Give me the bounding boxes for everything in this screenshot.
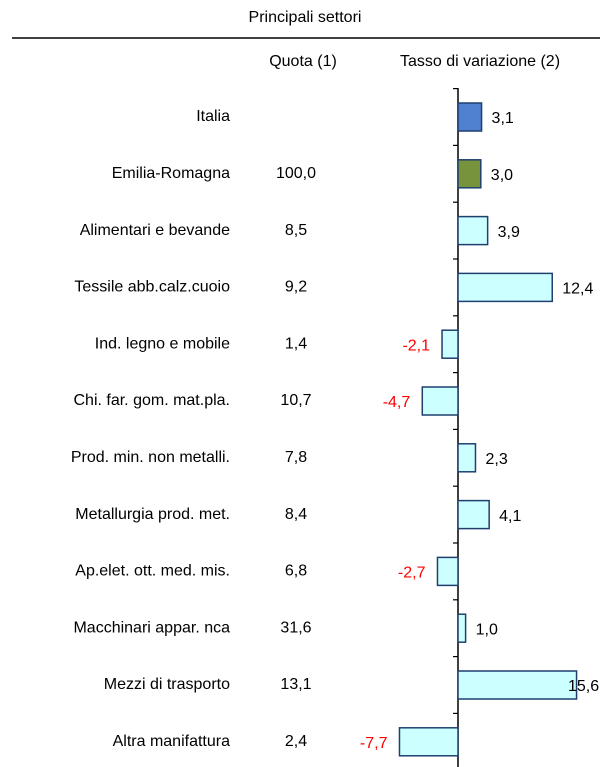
category-label: Altra manifattura <box>113 733 230 750</box>
quota-value: 31,6 <box>280 619 311 636</box>
category-label: Macchinari appar. nca <box>73 619 230 636</box>
bar <box>457 159 482 189</box>
value-label: -2,7 <box>398 565 426 582</box>
quota-value: 1,4 <box>285 335 307 352</box>
quota-value: 2,4 <box>285 733 307 750</box>
category-label: Mezzi di trasporto <box>104 676 230 693</box>
value-label: 2,3 <box>485 451 507 468</box>
value-label: -4,7 <box>383 394 411 411</box>
value-label: 3,1 <box>492 110 514 127</box>
category-label: Italia <box>196 108 230 125</box>
quota-value: 100,0 <box>276 165 316 182</box>
category-label: Chi. far. gom. mat.pla. <box>73 392 230 409</box>
bar <box>421 386 459 416</box>
value-label: 3,0 <box>491 167 513 184</box>
bar <box>457 670 578 700</box>
category-label: Alimentari e bevande <box>80 222 230 239</box>
value-label: 12,4 <box>562 281 593 298</box>
category-label: Metallurgia prod. met. <box>75 506 230 523</box>
bar <box>457 272 553 303</box>
bar <box>457 443 477 473</box>
value-label: 1,0 <box>476 621 498 638</box>
bar <box>441 329 459 359</box>
bar <box>436 556 459 587</box>
bar <box>457 613 467 643</box>
value-label: -2,1 <box>402 337 430 354</box>
column-header: Quota (1) <box>269 53 337 70</box>
value-label: -7,7 <box>360 735 388 752</box>
category-label: Emilia-Romagna <box>112 165 230 182</box>
quota-value: 9,2 <box>285 279 307 296</box>
value-label: 15,6 <box>568 678 599 695</box>
category-label: Prod. min. non metalli. <box>71 449 230 466</box>
column-header: Tasso di variazione (2) <box>400 53 560 70</box>
chart-title: Principali settori <box>249 9 362 26</box>
category-label: Ind. legno e mobile <box>95 335 230 352</box>
quota-value: 10,7 <box>280 392 311 409</box>
category-label: Ap.elet. ott. med. mis. <box>75 563 230 580</box>
category-label: Tessile abb.calz.cuoio <box>74 279 230 296</box>
bar <box>457 102 483 132</box>
value-label: 3,9 <box>498 224 520 241</box>
quota-value: 13,1 <box>280 676 311 693</box>
bar <box>457 215 489 246</box>
quota-value: 7,8 <box>285 449 307 466</box>
bar <box>398 727 459 757</box>
quota-value: 8,4 <box>285 506 307 523</box>
bar <box>457 499 490 530</box>
value-label: 4,1 <box>499 508 521 525</box>
quota-value: 6,8 <box>285 563 307 580</box>
quota-value: 8,5 <box>285 222 307 239</box>
